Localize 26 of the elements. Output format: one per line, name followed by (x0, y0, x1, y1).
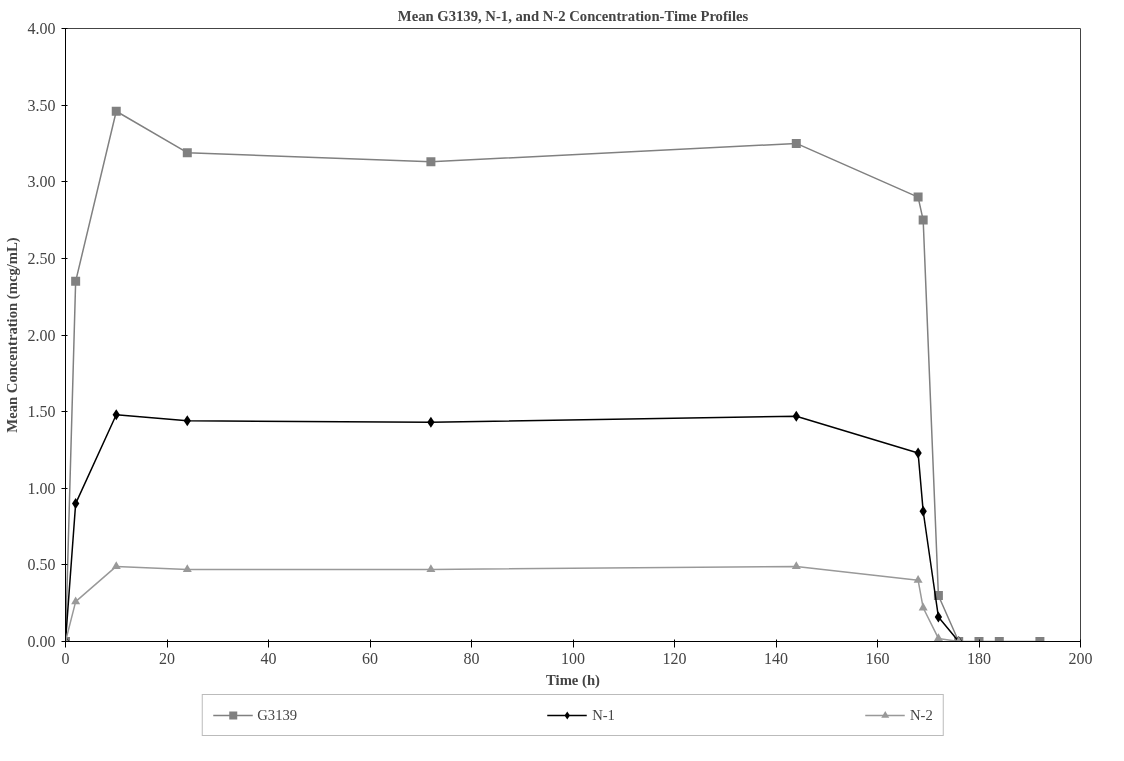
x-tick-label: 20 (159, 649, 175, 667)
y-tick-label: 2.00 (27, 326, 56, 344)
legend-label: G3139 (257, 706, 298, 724)
y-tick-label: 3.00 (27, 173, 56, 191)
y-axis-title: Mean Concentration (mcg/mL) (3, 237, 21, 433)
x-tick-label: 120 (662, 649, 687, 667)
y-tick-label: 1.50 (27, 403, 56, 421)
y-tick-label: 0.50 (27, 556, 56, 574)
x-tick-label: 0 (61, 649, 70, 667)
x-tick-label: 140 (764, 649, 788, 667)
x-tick-label: 80 (463, 649, 480, 667)
y-tick-label: 3.50 (27, 96, 56, 114)
legend-label: N-2 (909, 706, 933, 724)
x-tick-label: 200 (1068, 649, 1093, 667)
x-tick-label: 100 (561, 649, 585, 667)
y-tick-label: 0.00 (27, 633, 56, 650)
legend-label: N-1 (592, 706, 615, 724)
chart-title: Mean G3139, N-1, and N-2 Concentration-Time Profiles (397, 7, 749, 24)
y-tick-label: 4.00 (27, 20, 56, 37)
x-axis-title: Time (h) (546, 671, 601, 689)
y-tick-label: 2.50 (27, 249, 56, 267)
x-tick-label: 180 (967, 649, 991, 667)
x-tick-label: 60 (362, 649, 378, 667)
x-tick-label: 40 (260, 649, 277, 667)
x-tick-label: 160 (865, 649, 890, 667)
y-tick-label: 1.00 (27, 479, 56, 497)
